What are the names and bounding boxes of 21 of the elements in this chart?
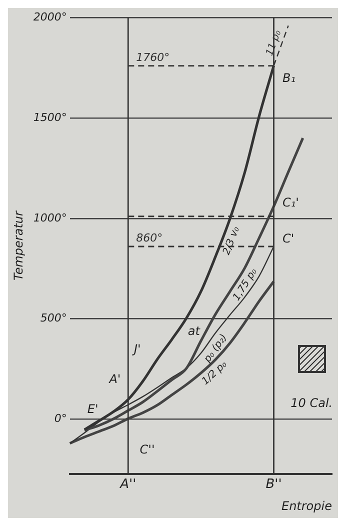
annotation: J' [132,342,141,356]
annotation: 10 Cal. [290,396,333,410]
x-axis-title: Entropie [281,498,332,513]
annotation: A' [108,372,121,386]
ref-line-label: 1760° [136,50,170,64]
annotation: C' [282,231,294,246]
annotation: E' [87,402,98,416]
annotation: C₁' [282,195,299,210]
y-tick-label: 1000° [33,211,67,224]
text: 2/3 v₀ [221,225,242,256]
ref-line-label: 860° [136,232,163,245]
y-tick-label: 1500° [33,110,67,124]
annotation: C'' [140,442,155,456]
y-axis-title: Temperatur [11,210,26,281]
x-tick-label: B'' [266,477,282,492]
x-tick-label: A'' [119,477,136,492]
y-tick-label: 2000° [33,10,67,24]
annotation: B₁ [282,70,296,85]
y-tick-label: 500° [40,312,67,325]
annotation: at [188,324,202,338]
y-tick-label: 0° [54,412,67,426]
